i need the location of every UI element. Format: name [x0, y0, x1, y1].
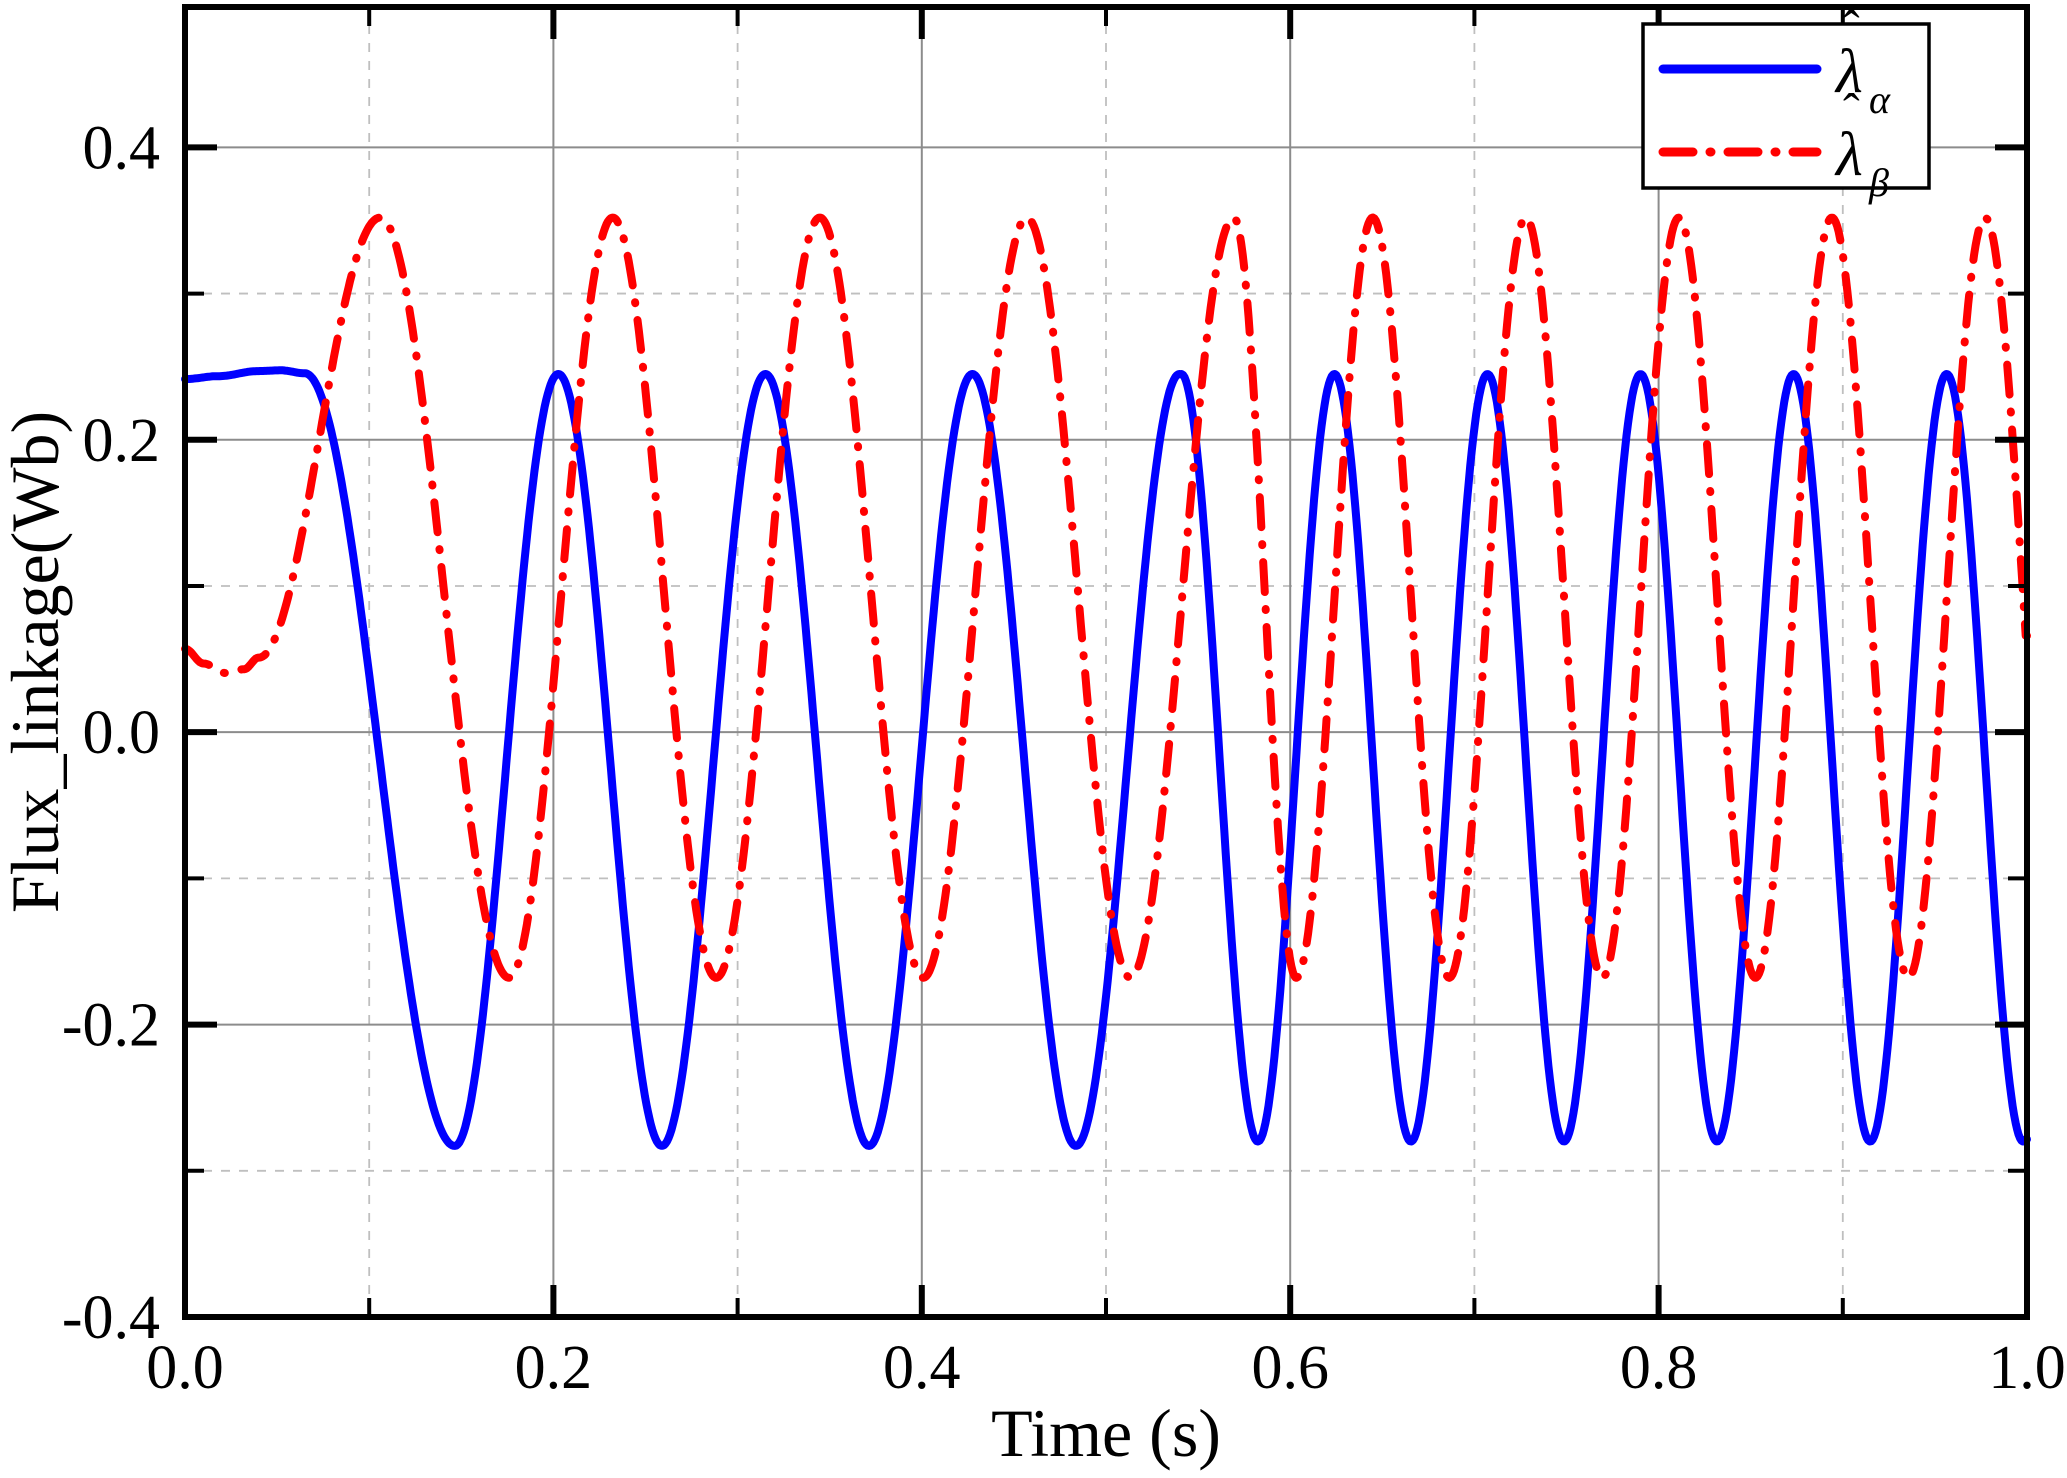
series	[181, 213, 2031, 1150]
y-tick-label: -0.2	[62, 992, 160, 1060]
axis-ticks	[182, 7, 2030, 1320]
legend-label-symbol: λ	[1834, 121, 1863, 189]
x-tick-label: 0.8	[1620, 1334, 1698, 1402]
x-tick-label: 0.2	[515, 1334, 593, 1402]
legend-label-hat: ˆ	[1843, 0, 1860, 56]
y-tick-label: -0.4	[62, 1284, 160, 1352]
x-tick-label: 0.6	[1251, 1334, 1329, 1402]
x-tick-labels: 0.0 0.2 0.4 0.6 0.8 1.0	[146, 1334, 2066, 1402]
x-tick-label: 0.0	[146, 1334, 224, 1402]
legend-label-subscript: β	[1868, 160, 1889, 205]
y-tick-label: 0.2	[83, 407, 161, 475]
y-tick-labels: -0.4 -0.2 0.0 0.2 0.4	[62, 114, 160, 1352]
x-tick-label: 0.4	[883, 1334, 961, 1402]
x-axis-title: Time (s)	[991, 1395, 1221, 1471]
y-tick-label: 0.0	[83, 699, 161, 767]
minor-gridlines	[185, 7, 2027, 1317]
legend-box	[1641, 22, 1931, 190]
legend-label-symbol: λ	[1834, 38, 1863, 106]
series-lambda_alpha_hat	[181, 366, 2031, 1150]
x-tick-label: 1.0	[1988, 1334, 2066, 1402]
legend-label-subscript: α	[1869, 77, 1891, 122]
y-axis-title: Flux_linkage(Wb)	[0, 411, 73, 913]
major-gridlines	[185, 7, 2027, 1317]
y-tick-label: 0.4	[83, 114, 161, 182]
series-lambda_beta_hat	[181, 213, 2031, 982]
legend-label-hat: ˆ	[1843, 83, 1860, 139]
